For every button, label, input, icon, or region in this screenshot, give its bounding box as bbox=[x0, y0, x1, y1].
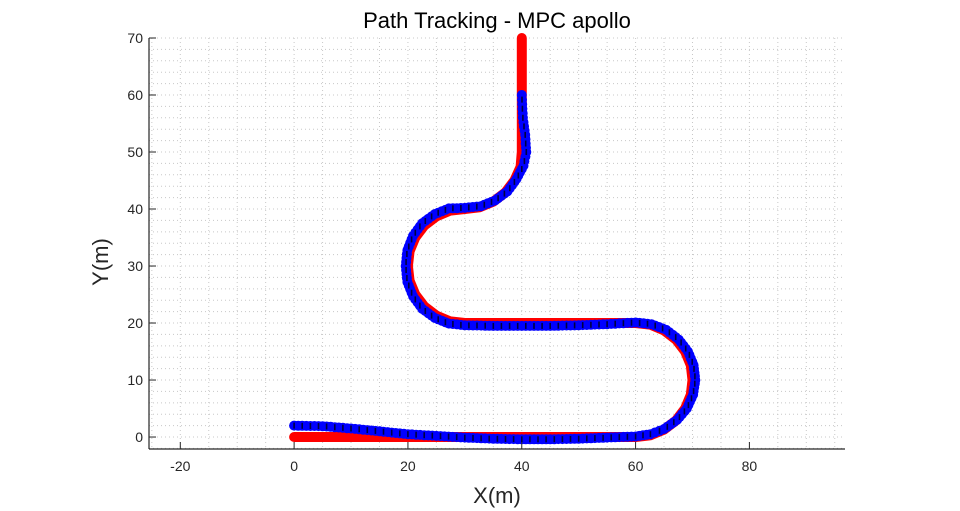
y-tick-label: 10 bbox=[127, 372, 143, 388]
y-tick-label: 60 bbox=[127, 87, 143, 103]
x-axis-label: X(m) bbox=[473, 483, 521, 508]
y-tick-label: 20 bbox=[127, 315, 143, 331]
y-tick-label: 50 bbox=[127, 144, 143, 160]
x-tick-label: 40 bbox=[514, 458, 530, 474]
x-tick-label: -20 bbox=[170, 458, 190, 474]
x-tick-label: 20 bbox=[400, 458, 416, 474]
y-tick-label: 0 bbox=[135, 429, 143, 445]
reference-path-line bbox=[289, 33, 698, 442]
minor-grid bbox=[149, 37, 845, 449]
y-axis-ticks: 0 10 20 30 40 50 60 70 bbox=[127, 30, 156, 445]
y-tick-label: 40 bbox=[127, 201, 143, 217]
y-axis-label: Y(m) bbox=[88, 238, 113, 286]
x-tick-label: 80 bbox=[742, 458, 758, 474]
x-axis-ticks: -20 0 20 40 60 80 bbox=[170, 442, 757, 474]
chart-title: Path Tracking - MPC apollo bbox=[363, 8, 631, 33]
x-tick-label: 0 bbox=[290, 458, 298, 474]
x-tick-label: 60 bbox=[628, 458, 644, 474]
y-tick-label: 30 bbox=[127, 258, 143, 274]
vehicle-trajectory-markers bbox=[289, 90, 701, 445]
y-tick-label: 70 bbox=[127, 30, 143, 46]
